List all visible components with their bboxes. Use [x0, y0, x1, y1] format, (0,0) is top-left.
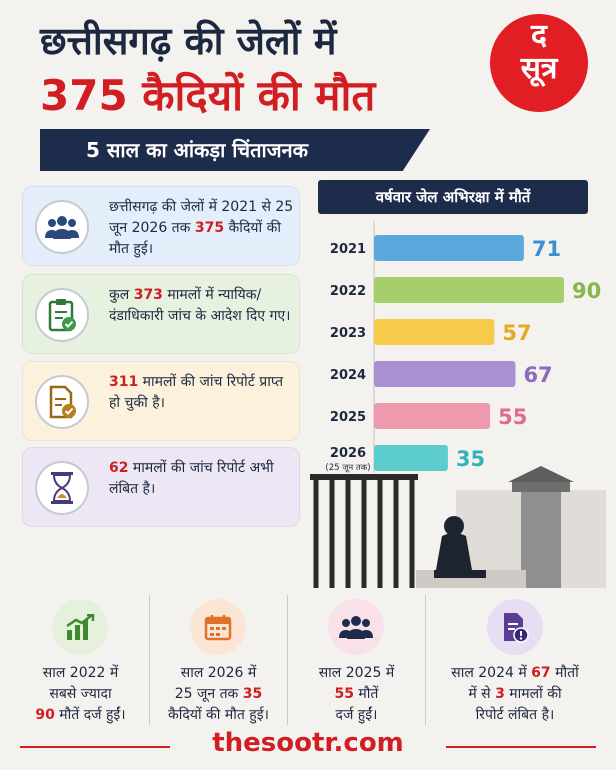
bar-category-label: 2024 [330, 368, 366, 383]
hourglass-icon [35, 461, 89, 515]
footer-site-url[interactable]: thesootr.com [212, 728, 404, 758]
bar-2025 [374, 403, 491, 429]
people-group-icon [328, 599, 385, 655]
stat-2025: साल 2025 में 55 मौतें दर्ज हुईं। [288, 595, 426, 725]
the-sootr-logo: द सूत्र [490, 14, 588, 112]
document-check-icon [35, 375, 89, 429]
stat-text: साल 2024 में 67 मौतों में से 3 मामलों की… [451, 665, 579, 723]
chart-title: वर्षवार जेल अभिरक्षा में मौतें [318, 180, 588, 214]
bar-value-label: 67 [523, 363, 552, 387]
bar-value-label: 57 [502, 321, 531, 345]
bar-2024 [374, 361, 516, 387]
bar-value-label: 35 [456, 447, 485, 471]
info-card-text: 62 मामलों की जांच रिपोर्ट अभी लंबित है। [109, 460, 274, 497]
bar-category-label: 2023 [330, 326, 366, 341]
yearly-deaths-bar-chart: 2021 71 2022 90 2023 57 2024 67 2025 55 2026 (25 जू… [325, 221, 601, 473]
stat-2026: साल 2026 में 25 जून तक 35 कैदियों की मौत… [150, 595, 288, 725]
info-card-text: छत्तीसगढ़ की जेलों में 2021 से 25 जून 20… [109, 199, 294, 257]
info-card-reports-received: 311 मामलों की जांच रिपोर्ट प्राप्त हो चु… [22, 361, 300, 441]
bar-value-label: 71 [532, 237, 561, 261]
growth-chart-icon [52, 599, 109, 655]
footer-divider-left [20, 746, 170, 748]
logo-top-text: द [531, 18, 547, 53]
bar-category-label: 2025 [330, 410, 366, 425]
info-card-reports-pending: 62 मामलों की जांच रिपोर्ट अभी लंबित है। [22, 447, 300, 527]
calendar-icon [190, 599, 247, 655]
bar-2022 [374, 277, 564, 303]
info-card-text: कुल 373 मामलों में न्यायिक/दंडाधिकारी जा… [109, 287, 291, 324]
document-alert-icon [486, 599, 543, 655]
stat-text: साल 2026 में 25 जून तक 35 कैदियों की मौत… [168, 665, 269, 723]
bar-2026 [374, 445, 448, 471]
info-card-total-deaths: छत्तीसगढ़ की जेलों में 2021 से 25 जून 20… [22, 186, 300, 266]
footer-divider-right [446, 746, 596, 748]
bar-2023 [374, 319, 495, 345]
subtitle-banner: 5 साल का आंकड़ा चिंताजनक [40, 129, 430, 171]
bottom-stats-row: साल 2022 में सबसे ज्यादा 90 मौतें दर्ज ह… [12, 595, 604, 725]
stat-text: साल 2025 में 55 मौतें दर्ज हुईं। [318, 665, 395, 723]
info-card-inquiry-ordered: कुल 373 मामलों में न्यायिक/दंडाधिकारी जा… [22, 274, 300, 354]
stat-2024: साल 2024 में 67 मौतों में से 3 मामलों की… [426, 595, 604, 725]
people-group-icon [35, 200, 89, 254]
bar-2021 [374, 235, 524, 261]
headline-line-1: छत्तीसगढ़ की जेलों में [40, 19, 337, 63]
bar-category-label: 2026 [330, 446, 366, 461]
bar-category-note: (25 जून तक) [325, 463, 370, 473]
bar-value-label: 55 [498, 405, 527, 429]
headline-line-2: 375 कैदियों की मौत [40, 71, 376, 120]
stat-text: साल 2022 में सबसे ज्यादा 90 मौतें दर्ज ह… [35, 665, 126, 723]
bar-category-label: 2021 [330, 242, 366, 257]
stat-2022: साल 2022 में सबसे ज्यादा 90 मौतें दर्ज ह… [12, 595, 150, 725]
info-card-text: 311 मामलों की जांच रिपोर्ट प्राप्त हो चु… [109, 374, 284, 411]
logo-bottom-text: सूत्र [520, 51, 558, 86]
bar-category-label: 2022 [330, 284, 366, 299]
prisoner-behind-bars-illustration [310, 466, 606, 588]
clipboard-check-icon [35, 288, 89, 342]
bar-value-label: 90 [572, 279, 601, 303]
